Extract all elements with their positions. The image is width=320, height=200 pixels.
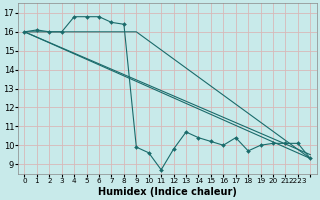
X-axis label: Humidex (Indice chaleur): Humidex (Indice chaleur) <box>98 187 237 197</box>
